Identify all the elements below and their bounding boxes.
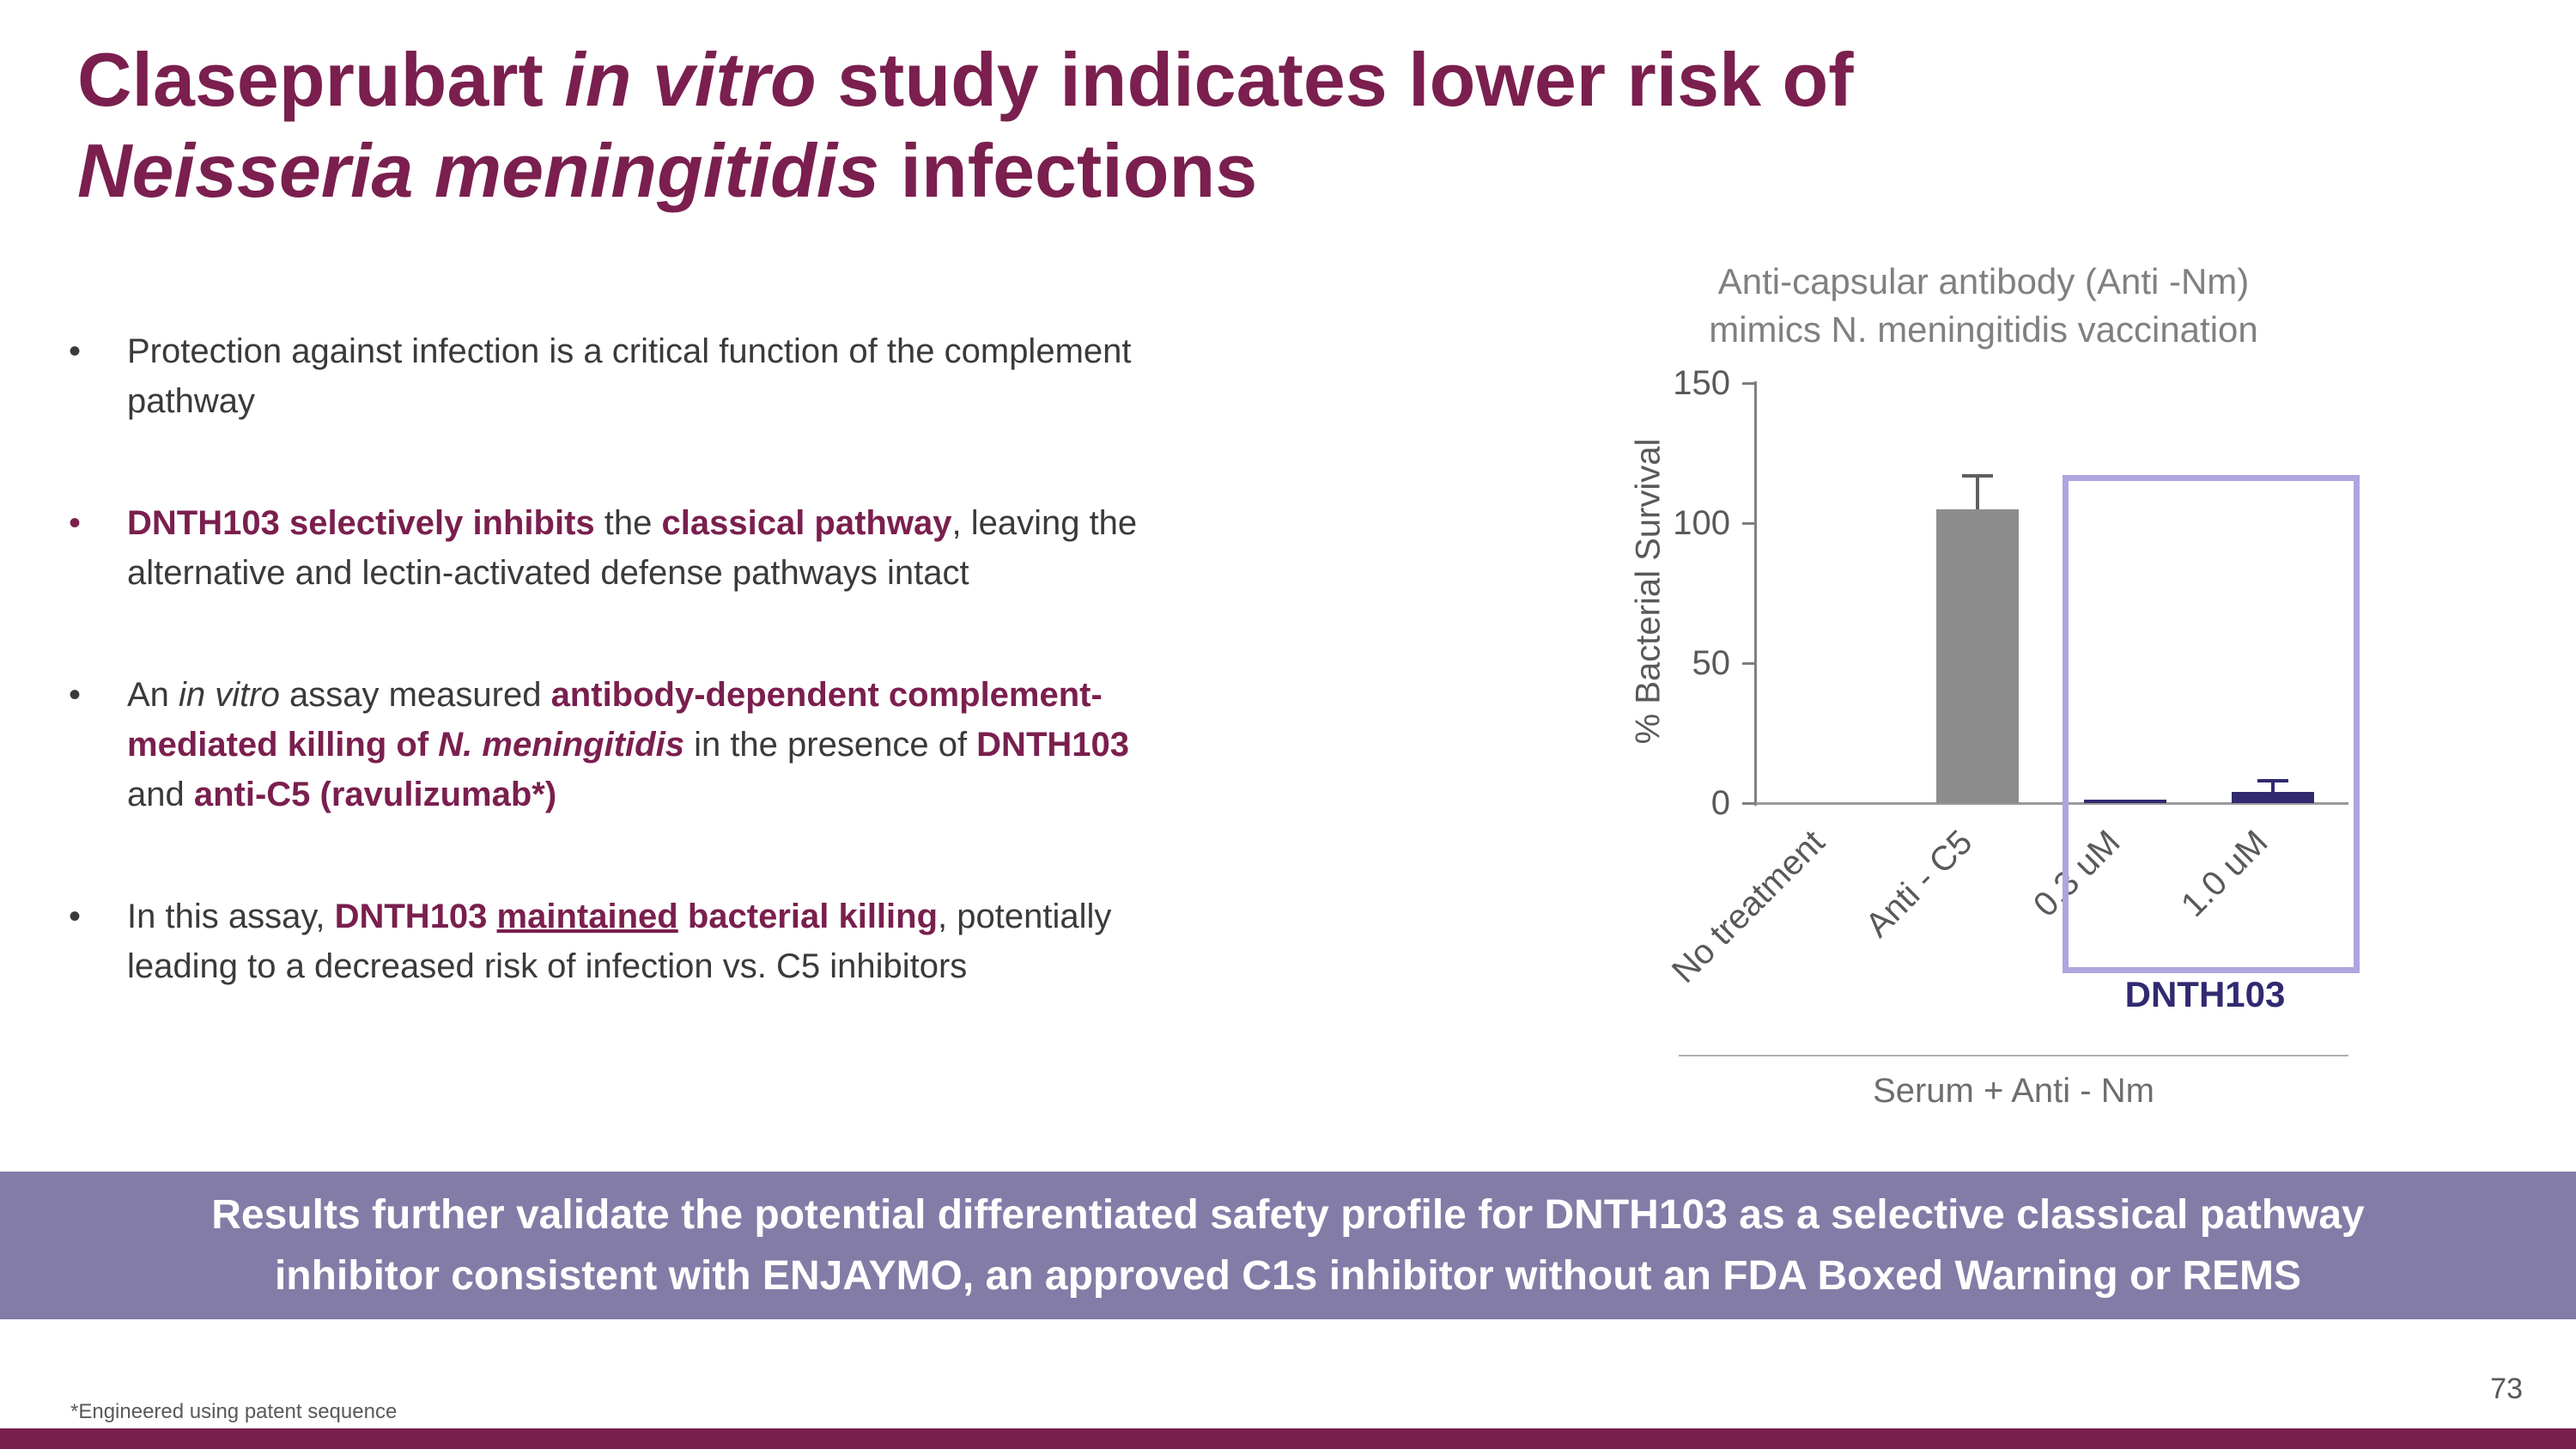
y-tick-mark	[1742, 382, 1756, 385]
dnth103-highlight-box	[2063, 475, 2360, 973]
bullet-text-segment: bacterial killing	[677, 898, 939, 935]
y-tick-label: 50	[1692, 644, 1731, 682]
bullet-text-segment: An	[127, 676, 179, 714]
bullet-text-segment: DNTH103	[976, 726, 1130, 764]
summary-banner: Results further validate the potential d…	[0, 1172, 2576, 1319]
title-text: Claseprubart	[77, 37, 565, 122]
y-tick-label: 0	[1710, 784, 1730, 822]
bullet-text-segment: Protection against infection is a critic…	[127, 332, 1132, 420]
chart-x-axis	[1754, 802, 2348, 805]
bullet-item: • DNTH103 selectively inhibits the classi…	[69, 498, 1219, 598]
bullet-text-segment: anti-C5 (ravulizumab*)	[193, 776, 557, 813]
error-bar-anti-c5	[1976, 475, 1979, 509]
page-title: Claseprubart in vitro study indicates lo…	[77, 34, 2396, 216]
bullet-marker: •	[69, 504, 82, 542]
bullet-text-segment: classical pathway	[661, 504, 952, 542]
chart-title-line2: mimics N. meningitidis vaccination	[1709, 309, 2258, 350]
title-italic-in-vitro: in vitro	[564, 37, 817, 122]
bullet-item: • An in vitro assay measured antibody-dep…	[69, 670, 1219, 819]
y-tick-label: 100	[1673, 504, 1730, 542]
bullet-text: DNTH103 selectively inhibits the classic…	[127, 498, 1140, 598]
bullet-list: • Protection against infection is a criti…	[69, 326, 1219, 1063]
title-text: study indicates lower risk of	[816, 37, 1854, 122]
page-number: 73	[2490, 1373, 2523, 1405]
error-bar-cap-anti-c5	[1962, 473, 1993, 478]
summary-banner-line1: Results further validate the potential d…	[211, 1191, 2365, 1238]
bullet-text: In this assay, DNTH103 maintained bacter…	[127, 892, 1140, 991]
error-bar-1-0-um	[2271, 780, 2275, 792]
bar-anti-c5	[1936, 508, 2019, 803]
x-axis-group-line	[1679, 1055, 2348, 1056]
bullet-marker: •	[69, 676, 82, 714]
chart-y-axis	[1754, 381, 1757, 806]
bullet-text: Protection against infection is a critic…	[127, 326, 1140, 426]
dnth103-group-label: DNTH103	[2124, 974, 2286, 1014]
bullet-text-segment: In this assay,	[127, 898, 335, 935]
y-tick-label: 150	[1673, 364, 1730, 402]
title-italic-neisseria: Neisseria meningitidis	[77, 127, 880, 213]
bullet-text-segment: N. meningitidis	[438, 726, 684, 764]
bullet-text-segment: in the presence of	[683, 726, 977, 764]
bullet-marker: •	[69, 332, 82, 370]
bullet-text-segment: , leaving the alternative and lectin-act…	[127, 504, 1138, 592]
chart-title-line1: Anti-capsular antibody (Anti -Nm)	[1717, 261, 2250, 301]
bar-0-3-um	[2084, 800, 2166, 803]
bullet-text-segment: in vitro	[179, 676, 280, 714]
bullet-text-segment: DNTH103 selectively inhibits	[127, 504, 595, 542]
bullet-text-segment: and	[127, 776, 194, 813]
bullet-text: An in vitro assay measured antibody-depe…	[127, 670, 1140, 819]
y-tick-mark	[1742, 522, 1756, 525]
bar-1-0-um	[2232, 791, 2314, 803]
error-bar-cap-1-0-um	[2257, 778, 2288, 782]
y-tick-mark	[1742, 802, 1756, 805]
bullet-text-segment: maintained	[496, 898, 678, 935]
bullet-item: • In this assay, DNTH103 maintained bacte…	[69, 892, 1219, 991]
title-text: infections	[879, 127, 1258, 213]
bullet-text-segment: antibody-dependent complement-mediated k…	[127, 676, 1103, 764]
bullet-marker: •	[69, 898, 82, 935]
bullet-text-segment: assay measured	[279, 676, 551, 714]
y-tick-mark	[1742, 662, 1756, 665]
summary-banner-line2: inhibitor consistent with ENJAYMO, an ap…	[274, 1253, 2302, 1299]
chart-title: Anti-capsular antibody (Anti -Nm) mimics…	[1546, 258, 2421, 354]
bullet-text-segment: , potentially leading to a decreased ris…	[127, 898, 1112, 985]
bullet-text-segment: DNTH103	[334, 898, 497, 935]
bullet-item: • Protection against infection is a criti…	[69, 326, 1219, 426]
bullet-text-segment: the	[594, 504, 662, 542]
bottom-accent-strip	[0, 1428, 2576, 1449]
footnote: *Engineered using patent sequence	[70, 1400, 398, 1423]
x-axis-group-label: Serum + Anti - Nm	[1873, 1072, 2154, 1110]
